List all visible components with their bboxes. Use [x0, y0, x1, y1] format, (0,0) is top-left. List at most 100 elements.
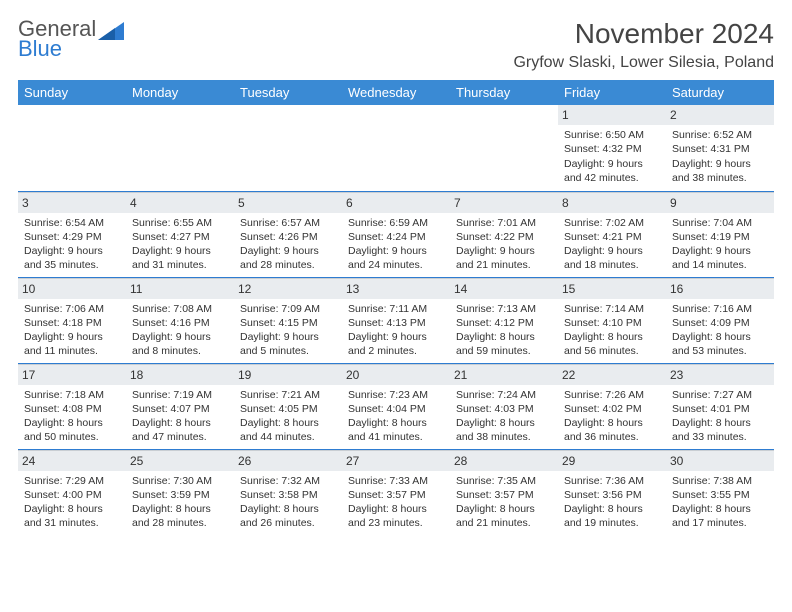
- day-number: 11: [126, 278, 234, 299]
- weekday-header: Thursday: [450, 80, 558, 105]
- sunrise-line: Sunrise: 7:16 AM: [672, 302, 768, 316]
- day-number: 24: [18, 450, 126, 471]
- sunset-line: Sunset: 4:02 PM: [564, 402, 660, 416]
- day-cell: 6 Sunrise: 6:59 AMSunset: 4:24 PMDaylight…: [342, 191, 450, 277]
- daylight-line: Daylight: 9 hours and 38 minutes.: [672, 157, 768, 185]
- sunset-line: Sunset: 3:59 PM: [132, 488, 228, 502]
- day-cell: 27Sunrise: 7:33 AMSunset: 3:57 PMDayligh…: [342, 449, 450, 535]
- sunrise-line: Sunrise: 7:11 AM: [348, 302, 444, 316]
- day-cell: 10Sunrise: 7:06 AMSunset: 4:18 PMDayligh…: [18, 277, 126, 363]
- daylight-line: Daylight: 8 hours and 56 minutes.: [564, 330, 660, 358]
- sunset-line: Sunset: 4:07 PM: [132, 402, 228, 416]
- day-cell: 17 Sunrise: 7:18 AMSunset: 4:08 PMDayligh…: [18, 363, 126, 449]
- sunset-line: Sunset: 4:16 PM: [132, 316, 228, 330]
- sunset-line: Sunset: 3:57 PM: [348, 488, 444, 502]
- day-number: 10: [18, 278, 126, 299]
- daylight-line: Daylight: 9 hours and 5 minutes.: [240, 330, 336, 358]
- day-number: 2: [666, 105, 774, 125]
- day-number: 6: [342, 192, 450, 213]
- daylight-line: Daylight: 8 hours and 31 minutes.: [24, 502, 120, 530]
- sunset-line: Sunset: 3:58 PM: [240, 488, 336, 502]
- sunset-line: Sunset: 4:19 PM: [672, 230, 768, 244]
- daylight-line: Daylight: 9 hours and 14 minutes.: [672, 244, 768, 272]
- day-cell: 3Sunrise: 6:54 AMSunset: 4:29 PMDaylight…: [18, 191, 126, 277]
- daylight-line: Daylight: 8 hours and 50 minutes.: [24, 416, 120, 444]
- day-number: 4: [126, 192, 234, 213]
- day-number: 16: [666, 278, 774, 299]
- sunset-line: Sunset: 4:22 PM: [456, 230, 552, 244]
- logo-word2: Blue: [18, 38, 96, 60]
- sunset-line: Sunset: 4:13 PM: [348, 316, 444, 330]
- day-cell: 7 Sunrise: 7:01 AMSunset: 4:22 PMDaylight…: [450, 191, 558, 277]
- sunset-line: Sunset: 4:21 PM: [564, 230, 660, 244]
- daylight-line: Daylight: 8 hours and 47 minutes.: [132, 416, 228, 444]
- day-number: 17: [18, 364, 126, 385]
- logo-text: General Blue: [18, 18, 96, 60]
- day-cell: 14Sunrise: 7:13 AMSunset: 4:12 PMDayligh…: [450, 277, 558, 363]
- sunset-line: Sunset: 4:15 PM: [240, 316, 336, 330]
- day-cell: 15Sunrise: 7:14 AMSunset: 4:10 PMDayligh…: [558, 277, 666, 363]
- calendar-row: 24Sunrise: 7:29 AMSunset: 4:00 PMDayligh…: [18, 449, 774, 535]
- title-block: November 2024 Gryfow Slaski, Lower Siles…: [513, 18, 774, 72]
- sunset-line: Sunset: 4:03 PM: [456, 402, 552, 416]
- sunrise-line: Sunrise: 7:01 AM: [456, 216, 552, 230]
- sunrise-line: Sunrise: 6:50 AM: [564, 128, 660, 142]
- daylight-line: Daylight: 8 hours and 26 minutes.: [240, 502, 336, 530]
- sunset-line: Sunset: 3:56 PM: [564, 488, 660, 502]
- daylight-line: Daylight: 8 hours and 23 minutes.: [348, 502, 444, 530]
- day-cell: 2 Sunrise: 6:52 AMSunset: 4:31 PMDaylight…: [666, 105, 774, 191]
- day-cell: 12Sunrise: 7:09 AMSunset: 4:15 PMDayligh…: [234, 277, 342, 363]
- sunset-line: Sunset: 4:29 PM: [24, 230, 120, 244]
- daylight-line: Daylight: 8 hours and 33 minutes.: [672, 416, 768, 444]
- month-title: November 2024: [513, 18, 774, 50]
- sunrise-line: Sunrise: 7:13 AM: [456, 302, 552, 316]
- sunrise-line: Sunrise: 6:59 AM: [348, 216, 444, 230]
- day-number: 14: [450, 278, 558, 299]
- sunrise-line: Sunrise: 6:52 AM: [672, 128, 768, 142]
- sunrise-line: Sunrise: 7:27 AM: [672, 388, 768, 402]
- sunset-line: Sunset: 4:00 PM: [24, 488, 120, 502]
- day-cell: 1Sunrise: 6:50 AMSunset: 4:32 PMDaylight…: [558, 105, 666, 191]
- day-number: 28: [450, 450, 558, 471]
- daylight-line: Daylight: 8 hours and 19 minutes.: [564, 502, 660, 530]
- sunset-line: Sunset: 4:31 PM: [672, 142, 768, 156]
- day-number: 25: [126, 450, 234, 471]
- sunset-line: Sunset: 4:27 PM: [132, 230, 228, 244]
- daylight-line: Daylight: 9 hours and 28 minutes.: [240, 244, 336, 272]
- daylight-line: Daylight: 9 hours and 24 minutes.: [348, 244, 444, 272]
- day-cell: 25Sunrise: 7:30 AMSunset: 3:59 PMDayligh…: [126, 449, 234, 535]
- sunrise-line: Sunrise: 7:09 AM: [240, 302, 336, 316]
- sunset-line: Sunset: 4:26 PM: [240, 230, 336, 244]
- daylight-line: Daylight: 9 hours and 18 minutes.: [564, 244, 660, 272]
- logo: General Blue: [18, 18, 124, 60]
- empty-cell: [450, 105, 558, 191]
- day-number: 7: [450, 192, 558, 213]
- day-number: 21: [450, 364, 558, 385]
- sunrise-line: Sunrise: 6:54 AM: [24, 216, 120, 230]
- calendar-row: 10Sunrise: 7:06 AMSunset: 4:18 PMDayligh…: [18, 277, 774, 363]
- daylight-line: Daylight: 8 hours and 41 minutes.: [348, 416, 444, 444]
- sunset-line: Sunset: 4:24 PM: [348, 230, 444, 244]
- day-number: 9: [666, 192, 774, 213]
- calendar-table: SundayMondayTuesdayWednesdayThursdayFrid…: [18, 80, 774, 535]
- day-cell: 26Sunrise: 7:32 AMSunset: 3:58 PMDayligh…: [234, 449, 342, 535]
- daylight-line: Daylight: 8 hours and 53 minutes.: [672, 330, 768, 358]
- day-number: 29: [558, 450, 666, 471]
- sunset-line: Sunset: 4:32 PM: [564, 142, 660, 156]
- day-cell: 13Sunrise: 7:11 AMSunset: 4:13 PMDayligh…: [342, 277, 450, 363]
- daylight-line: Daylight: 8 hours and 38 minutes.: [456, 416, 552, 444]
- daylight-line: Daylight: 9 hours and 21 minutes.: [456, 244, 552, 272]
- day-cell: 20Sunrise: 7:23 AMSunset: 4:04 PMDayligh…: [342, 363, 450, 449]
- sunset-line: Sunset: 4:12 PM: [456, 316, 552, 330]
- day-number: 22: [558, 364, 666, 385]
- daylight-line: Daylight: 9 hours and 35 minutes.: [24, 244, 120, 272]
- header: General Blue November 2024 Gryfow Slaski…: [18, 18, 774, 72]
- sunset-line: Sunset: 4:10 PM: [564, 316, 660, 330]
- day-cell: 5Sunrise: 6:57 AMSunset: 4:26 PMDaylight…: [234, 191, 342, 277]
- day-cell: 29Sunrise: 7:36 AMSunset: 3:56 PMDayligh…: [558, 449, 666, 535]
- sunset-line: Sunset: 4:08 PM: [24, 402, 120, 416]
- sunrise-line: Sunrise: 7:18 AM: [24, 388, 120, 402]
- day-cell: 9Sunrise: 7:04 AMSunset: 4:19 PMDaylight…: [666, 191, 774, 277]
- sunrise-line: Sunrise: 7:06 AM: [24, 302, 120, 316]
- day-cell: 22Sunrise: 7:26 AMSunset: 4:02 PMDayligh…: [558, 363, 666, 449]
